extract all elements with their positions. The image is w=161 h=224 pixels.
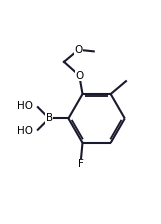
Text: O: O	[74, 45, 83, 55]
Text: F: F	[78, 159, 84, 169]
Text: O: O	[75, 71, 83, 80]
Text: B: B	[46, 113, 53, 123]
Text: HO: HO	[17, 126, 33, 136]
Text: HO: HO	[17, 101, 33, 111]
